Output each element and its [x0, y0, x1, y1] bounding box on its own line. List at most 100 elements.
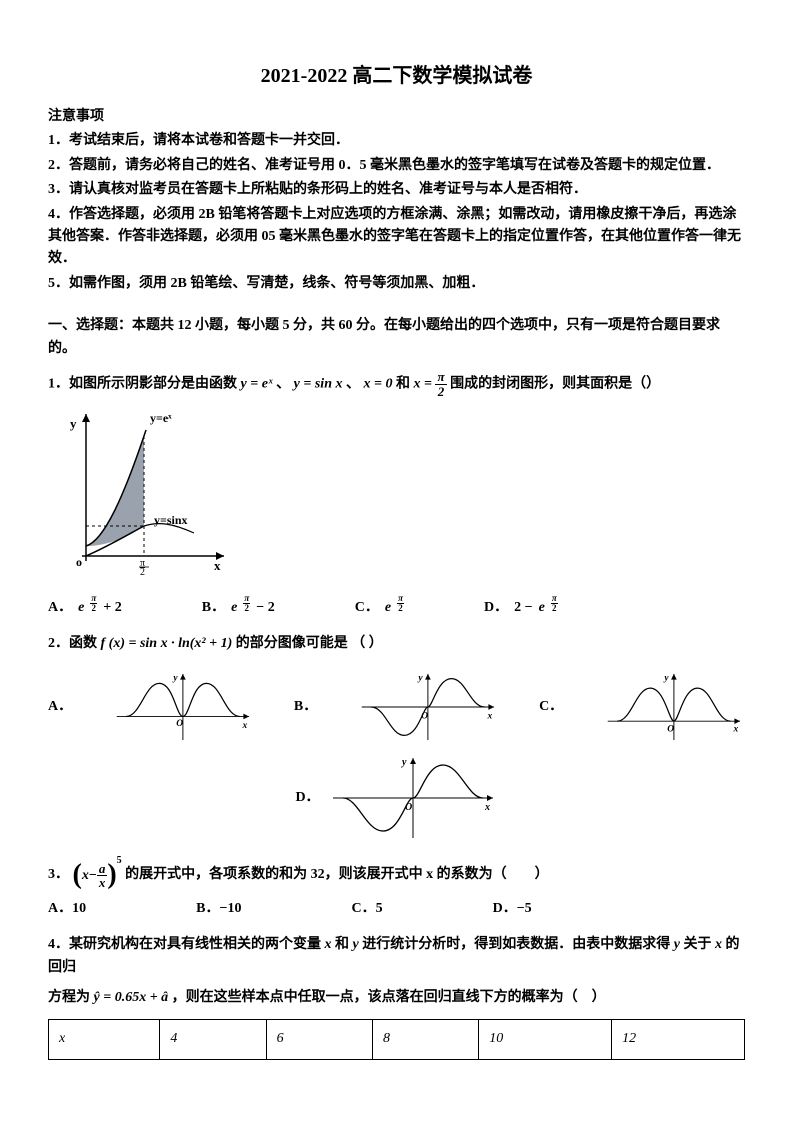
- section-1-intro: 一、选择题：本题共 12 小题，每小题 5 分，共 60 分。在每小题给出的四个…: [48, 315, 745, 360]
- q2-thumb-c: O x y: [603, 667, 745, 747]
- svg-text:y: y: [173, 674, 179, 684]
- opt-label: D．: [484, 597, 508, 619]
- q1-figure: y=eˣ y=sinx o y x π 2: [54, 406, 745, 584]
- table-cell: 12: [612, 1020, 745, 1059]
- q3-opt-d: D．−5: [493, 898, 532, 920]
- opt-a-tail: + 2: [103, 597, 121, 619]
- q1-expr2: y = sin x: [294, 376, 343, 391]
- q3-prefix: 3．: [48, 868, 69, 883]
- q1-pi-over-2: π 2: [435, 370, 446, 398]
- svg-text:x: x: [733, 725, 739, 735]
- q1-prefix: 1．如图所示阴影部分是由函数: [48, 376, 241, 391]
- q2-options-row1: A． O x y B． O x y C． O x y: [48, 667, 745, 747]
- instructions-block: 1．考试结束后，请将本试卷和答题卡一并交回． 2．答题前，请务必将自己的姓名、准…: [48, 130, 745, 295]
- q3-minus: −: [89, 865, 97, 887]
- svg-text:x: x: [484, 802, 490, 813]
- q4-table: x 4 6 8 10 12: [48, 1019, 745, 1059]
- svg-text:y: y: [418, 674, 424, 684]
- q3-options: A．10 B．−10 C．5 D．−5: [48, 898, 745, 920]
- svg-text:x: x: [487, 712, 493, 722]
- svg-text:2: 2: [140, 567, 145, 576]
- svg-text:O: O: [405, 802, 412, 813]
- svg-text:O: O: [422, 712, 429, 722]
- q2-expr: f (x) = sin x · ln(x² + 1): [101, 636, 233, 651]
- opt-label: C．: [355, 597, 379, 619]
- q4-y1: y: [353, 937, 359, 952]
- q1-chart-svg: y=eˣ y=sinx o y x π 2: [54, 406, 234, 576]
- q3-a-over-x: a x: [97, 862, 108, 890]
- q4-2b: ，则在这些样本点中任取一点，该点落在回归直线下方的概率为（ ）: [172, 990, 606, 1005]
- q3-x: x: [82, 865, 89, 887]
- svg-text:y: y: [70, 416, 77, 431]
- instruction-item: 4．作答选择题，必须用 2B 铅笔将答题卡上对应选项的方框涂满、涂黑；如需改动，…: [48, 204, 745, 271]
- q1-expr1: y = eˣ: [241, 376, 273, 391]
- q2-thumb-d: O x y: [328, 753, 498, 843]
- svg-text:y: y: [401, 757, 407, 768]
- q4-2a: 方程为: [48, 990, 94, 1005]
- svg-text:y=eˣ: y=eˣ: [150, 411, 172, 425]
- q2-b: 的部分图像可能是 （ ）: [236, 636, 383, 651]
- instruction-item: 2．答题前，请务必将自己的姓名、准考证号用 0．5 毫米黑色墨水的签字笔填写在试…: [48, 155, 745, 177]
- opt-d-head: 2 −: [514, 597, 532, 619]
- table-cell: 6: [266, 1020, 372, 1059]
- q3-exp: 5: [117, 855, 122, 866]
- table-cell: 10: [479, 1020, 612, 1059]
- q4-1b: 和: [335, 937, 353, 952]
- question-2: 2．函数 f (x) = sin x · ln(x² + 1) 的部分图像可能是…: [48, 633, 745, 655]
- instruction-item: 5．如需作图，须用 2B 铅笔绘、写清楚，线条、符号等须加黑、加粗．: [48, 273, 745, 295]
- q2-opt-b-label: B．: [294, 696, 317, 718]
- q3-opt-b: B．−10: [196, 898, 241, 920]
- q4-1c: 进行统计分析时，得到如表数据．由表中数据求得: [362, 937, 674, 952]
- q1-opt-b: B． eπ2 − 2: [202, 597, 275, 619]
- q2-opt-d-label: D．: [295, 787, 319, 809]
- q1-frac-num: π: [435, 370, 446, 385]
- q3-frac-den: x: [97, 876, 108, 890]
- q4-1a: 4．某研究机构在对具有线性相关的两个变量: [48, 937, 325, 952]
- q1-sep3: 和: [396, 376, 414, 391]
- question-4-line2: 方程为 ŷ = 0.65x + â ，则在这些样本点中任取一点，该点落在回归直线…: [48, 987, 745, 1009]
- q3-opt-a: A．10: [48, 898, 86, 920]
- svg-text:y: y: [664, 674, 670, 684]
- opt-b-tail: − 2: [256, 597, 274, 619]
- q1-sep2: 、: [346, 376, 364, 391]
- q4-x1: x: [325, 937, 332, 952]
- q4-x2: x: [715, 937, 722, 952]
- instruction-item: 3．请认真核对监考员在答题卡上所粘贴的条形码上的姓名、准考证号与本人是否相符．: [48, 179, 745, 201]
- q2-opt-a-label: A．: [48, 696, 72, 718]
- instruction-item: 1．考试结束后，请将本试卷和答题卡一并交回．: [48, 130, 745, 152]
- q1-options: A． eπ2 + 2 B． eπ2 − 2 C． eπ2 D． 2 − eπ2: [48, 597, 745, 619]
- instructions-head: 注意事项: [48, 106, 745, 128]
- q2-a: 2．函数: [48, 636, 101, 651]
- q1-suffix: 围成的封闭图形，则其面积是（）: [450, 376, 660, 391]
- q3-suffix: 的展开式中，各项系数的和为 32，则该展开式中 x 的系数为（ ）: [125, 868, 549, 883]
- question-3: 3． ( x − a x )5 的展开式中，各项系数的和为 32，则该展开式中 …: [48, 861, 745, 890]
- svg-text:y=sinx: y=sinx: [154, 513, 188, 527]
- page-title: 2021-2022 高二下数学模拟试卷: [48, 60, 745, 92]
- q3-opt-c: C．5: [351, 898, 382, 920]
- opt-label: B．: [202, 597, 225, 619]
- opt-label: A．: [48, 597, 72, 619]
- q4-eq: ŷ = 0.65x + â: [94, 990, 169, 1005]
- question-4-line1: 4．某研究机构在对具有线性相关的两个变量 x 和 y 进行统计分析时，得到如表数…: [48, 934, 745, 979]
- svg-text:o: o: [76, 555, 82, 569]
- q3-frac-num: a: [97, 862, 108, 877]
- q1-opt-c: C． eπ2: [355, 597, 404, 619]
- table-header-x: x: [49, 1020, 160, 1059]
- q1-opt-a: A． eπ2 + 2: [48, 597, 122, 619]
- q2-thumb-a: O x y: [112, 667, 254, 747]
- q4-1d: 关于: [683, 937, 715, 952]
- q1-xeq: x =: [413, 376, 431, 391]
- q2-opt-c-label: C．: [539, 696, 563, 718]
- q4-y2: y: [674, 937, 680, 952]
- q1-expr3: x = 0: [364, 376, 393, 391]
- svg-text:O: O: [176, 719, 183, 729]
- question-1: 1．如图所示阴影部分是由函数 y = eˣ 、 y = sin x 、 x = …: [48, 370, 745, 398]
- q2-thumb-b: O x y: [357, 667, 499, 747]
- table-row: x 4 6 8 10 12: [49, 1020, 745, 1059]
- table-cell: 8: [372, 1020, 478, 1059]
- svg-text:x: x: [214, 558, 221, 573]
- q1-sep1: 、: [276, 376, 294, 391]
- svg-text:x: x: [242, 721, 248, 731]
- q1-frac-den: 2: [436, 385, 447, 399]
- q2-options-row2: D． O x y: [48, 753, 745, 843]
